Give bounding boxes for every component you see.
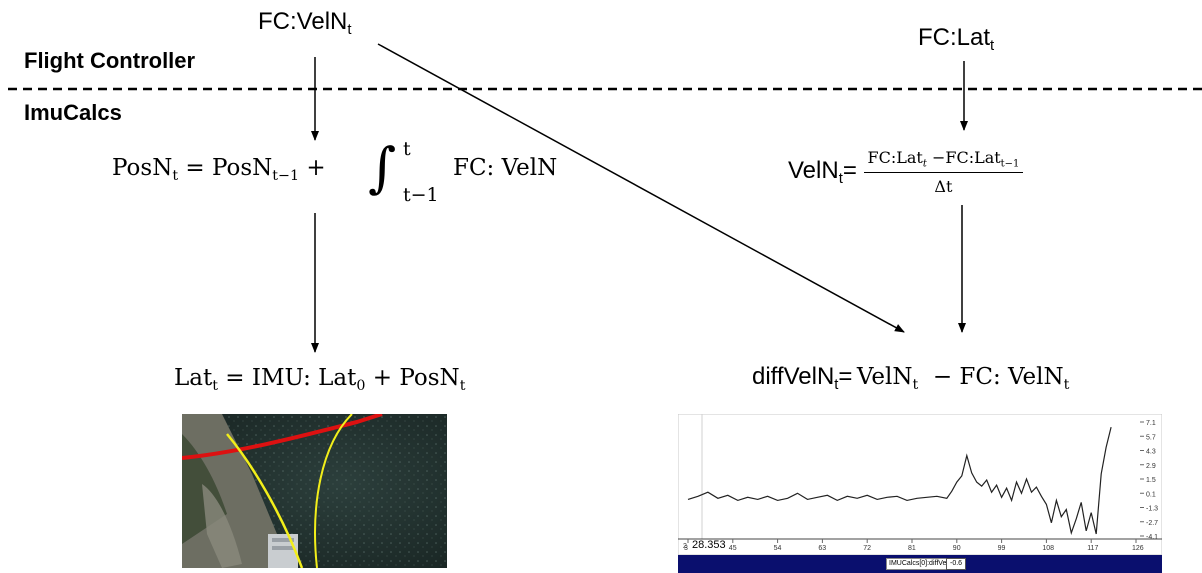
fc-lat-input-label: FC:Latt [918, 24, 995, 55]
chart-x-tick-label: 126 [1132, 545, 1144, 552]
map-photo-image [182, 414, 447, 568]
chart-x-tick-label: 108 [1042, 545, 1054, 552]
chart-y-tick-label: 7.1 [1146, 420, 1156, 427]
veln-fraction: FC:Latt −FC:Latt−1 Δt [863, 148, 1024, 196]
chart-y-tick-label: 0.1 [1146, 491, 1156, 498]
lat-formula: Latt = IMU: Lat0 + PosNt [174, 365, 466, 394]
diffveln-formula: diffVelNt= VelNt − FC: VelNt [752, 363, 1070, 394]
chart-x-tick-label: 54 [774, 545, 782, 552]
chart-y-tick-label: 4.3 [1146, 449, 1156, 456]
chart-x-tick-label: 72 [863, 545, 871, 552]
chart-value-box: -0.6 [946, 558, 967, 570]
chart-readout: 28.353 [692, 539, 726, 551]
chart-x-tick-label: 99 [998, 545, 1006, 552]
arrow-fcveln-to-diffveln [377, 43, 905, 333]
integrand: FC: VelN [453, 155, 558, 181]
diffveln-chart: 7.1 5.7 4.3 2.9 1.5 0.1 -1.3 -2.7 -4.1 3 45 54 63 72… [677, 413, 1163, 573]
chart-x-tick-label: 81 [908, 545, 916, 552]
veln-formula: VelNt= FC:Latt −FC:Latt−1 Δt [788, 148, 1024, 196]
chart-x-tick-label: 63 [818, 545, 826, 552]
chart-y-tick-label: 5.7 [1146, 434, 1156, 441]
integral-sign: ∫ [368, 136, 397, 199]
chart-x-tick-label: 117 [1087, 545, 1098, 552]
chart-y-tick-label: 2.9 [1146, 463, 1156, 470]
chart-series-line [687, 426, 1112, 536]
chart-x-start-label: 2 [683, 543, 687, 550]
yellow-track-2 [314, 414, 353, 568]
integral-upper-limit: t [403, 138, 411, 160]
chart-status-bar: IMUCalcs[0]:diffVelN:C -0.6 [678, 555, 1162, 573]
red-track [182, 414, 383, 460]
chart-legend-box: IMUCalcs[0]:diffVelN:C [886, 558, 964, 570]
chart-x-tick-label: 3 [684, 545, 688, 552]
chart-plot-area: 7.1 5.7 4.3 2.9 1.5 0.1 -1.3 -2.7 -4.1 3 45 54 63 72… [677, 413, 1163, 556]
integral-lower-limit: t−1 [403, 184, 439, 206]
yellow-track-1 [226, 433, 304, 568]
chart-y-tick-label: 1.5 [1146, 477, 1156, 484]
imucalcs-label: ImuCalcs [24, 100, 122, 125]
flight-controller-label: Flight Controller [24, 48, 196, 73]
chart-y-tick-label: -4.1 [1146, 534, 1158, 541]
map-photo [182, 414, 447, 568]
chart-x-tick-label: 90 [953, 545, 961, 552]
fc-veln-input-label: FC:VelNt [258, 8, 352, 39]
chart-y-tick-label: -1.3 [1146, 506, 1158, 513]
chart-x-tick-label: 45 [729, 545, 737, 552]
chart-y-tick-label: -2.7 [1146, 520, 1158, 527]
